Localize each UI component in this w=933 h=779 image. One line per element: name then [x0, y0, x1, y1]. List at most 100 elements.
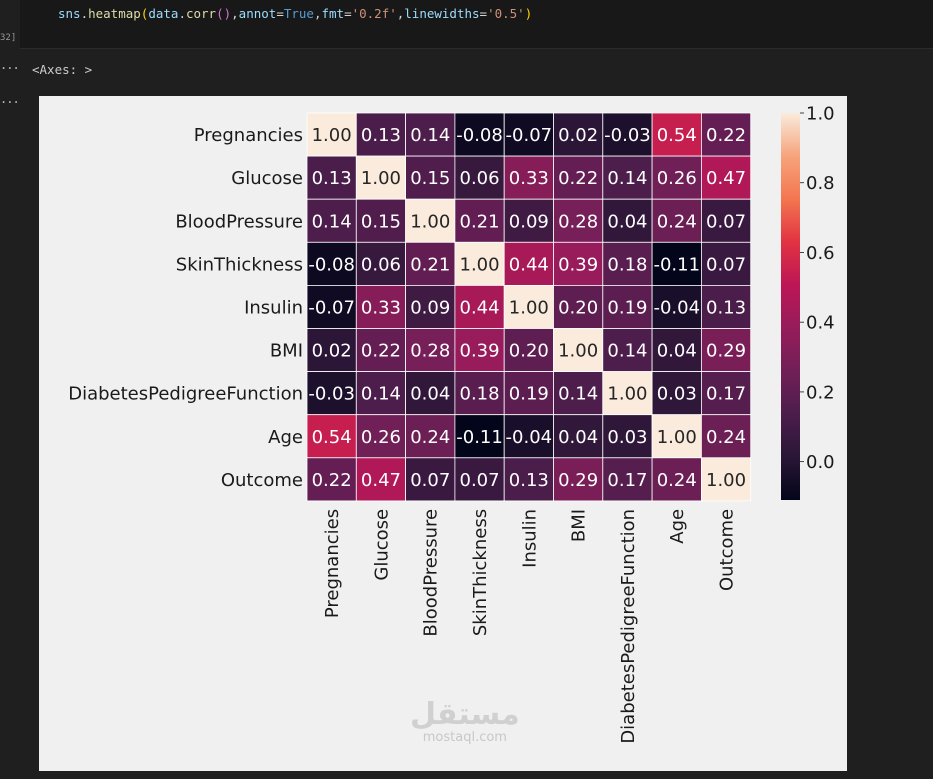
heatmap-cell — [701, 198, 752, 243]
code-token: fmt — [321, 6, 345, 21]
cell-annotation: 0.21 — [460, 211, 500, 232]
cell-annotation: 1.00 — [361, 168, 401, 189]
cell-annotation: 0.24 — [657, 211, 697, 232]
heatmap-cell — [306, 241, 357, 286]
cell-annotation: 0.26 — [361, 427, 401, 448]
heatmap-cell — [701, 414, 752, 459]
heatmap-cell — [651, 198, 702, 243]
code-token: . — [80, 6, 89, 21]
heatmap-cell — [405, 241, 456, 286]
cell-menu-icon[interactable]: ... — [0, 58, 20, 72]
x-tick-label: BMI — [569, 509, 590, 542]
cell-annotation: 0.03 — [657, 384, 697, 405]
heatmap-cell — [553, 328, 604, 372]
cell-annotation: 0.24 — [657, 470, 697, 491]
heatmap-cell — [602, 198, 653, 243]
heatmap-cell — [701, 371, 752, 416]
code-token: data — [148, 6, 179, 21]
colorbar-tick-label: 0.2 — [806, 382, 835, 403]
cell-annotation: 1.00 — [312, 125, 352, 146]
heatmap-cell — [602, 328, 653, 372]
cell-annotation: 0.19 — [509, 384, 549, 405]
x-tick-label: Age — [667, 509, 688, 544]
heatmap-cell — [454, 155, 505, 200]
heatmap-cell — [503, 457, 554, 502]
colorbar-tick-label: 0.8 — [806, 173, 835, 194]
cell-annotation: 1.00 — [558, 341, 598, 362]
cell-annotation: 1.00 — [607, 384, 647, 405]
code-token: '0.2f' — [351, 6, 397, 21]
code-token: () — [216, 6, 232, 21]
cell-annotation: 0.07 — [410, 470, 450, 491]
cell-annotation: 0.07 — [706, 254, 746, 275]
heatmap-cell — [454, 241, 505, 286]
cell-annotation: 0.24 — [706, 427, 746, 448]
cell-annotation: 0.09 — [410, 297, 450, 318]
cell-annotation: 0.26 — [657, 168, 697, 189]
heatmap-cell — [355, 284, 406, 329]
cell-annotation: 1.00 — [460, 254, 500, 275]
watermark-logo: مستقل — [410, 697, 520, 732]
code-token: = — [276, 6, 284, 21]
heatmap-cell — [553, 198, 604, 243]
code-token: True — [283, 6, 314, 21]
cell-annotation: 0.13 — [509, 470, 549, 491]
cell-annotation: 0.18 — [460, 384, 500, 405]
watermark: مستقل mostaql.com — [410, 697, 520, 746]
cell-annotation: 0.07 — [460, 470, 500, 491]
cell-annotation: -0.08 — [456, 125, 503, 146]
cell-annotation: 0.13 — [361, 125, 401, 146]
code-cell[interactable]: sns.heatmap(data.corr(),annot=True,fmt='… — [20, 0, 933, 49]
output-menu-icon[interactable]: ... — [0, 92, 20, 106]
heatmap-cell — [651, 414, 702, 459]
heatmap-cell — [355, 457, 406, 502]
cell-annotation: 1.00 — [657, 427, 697, 448]
cell-annotation: 0.29 — [706, 341, 746, 362]
cell-annotation: 0.14 — [312, 211, 352, 232]
heatmap-cell — [651, 328, 702, 372]
cell-annotation: 0.17 — [706, 384, 746, 405]
cell-annotation: -0.04 — [653, 297, 700, 318]
cell-annotation: -0.04 — [506, 427, 553, 448]
cell-annotation: 0.54 — [657, 125, 697, 146]
heatmap-cell — [651, 371, 702, 416]
cell-annotation: 0.29 — [558, 470, 598, 491]
cell-annotation: 1.00 — [706, 470, 746, 491]
cell-annotation: 0.14 — [607, 341, 647, 362]
cell-annotation: 0.17 — [607, 470, 647, 491]
heatmap-cell — [701, 241, 752, 286]
y-tick-label: Pregnancies — [194, 125, 303, 146]
heatmap-cell — [306, 284, 357, 329]
cell-annotation: 0.47 — [361, 470, 401, 491]
colorbar-tick-label: 0.0 — [806, 452, 835, 473]
cell-annotation: 0.04 — [410, 384, 450, 405]
cell-annotation: 0.14 — [361, 384, 401, 405]
cell-annotation: 0.28 — [410, 341, 450, 362]
cell-annotation: 0.39 — [558, 254, 598, 275]
heatmap-cell — [503, 155, 554, 200]
heatmap-cell — [355, 371, 406, 416]
code-token: corr — [185, 6, 217, 21]
y-tick-label: Outcome — [221, 470, 303, 491]
cell-annotation: -0.07 — [506, 125, 553, 146]
code-token: = — [344, 6, 352, 21]
cell-annotation: 0.14 — [607, 168, 647, 189]
heatmap-cell — [701, 328, 752, 372]
colorbar-tick-label: 1.0 — [806, 104, 835, 125]
execution-count: 32] — [0, 33, 17, 43]
cell-annotation: 0.04 — [607, 211, 647, 232]
code-token: ) — [524, 6, 533, 21]
heatmap-cell — [306, 371, 357, 416]
cell-annotation: 0.33 — [361, 297, 401, 318]
x-tick-label: Outcome — [717, 509, 738, 591]
cell-annotation: 0.22 — [361, 341, 401, 362]
cell-annotation: 0.07 — [706, 211, 746, 232]
x-tick-label: DiabetesPedigreeFunction — [618, 509, 639, 744]
heatmap-cell — [355, 241, 406, 286]
cell-annotation: 0.14 — [558, 384, 598, 405]
heatmap-cell — [701, 155, 752, 200]
heatmap-cell — [651, 457, 702, 502]
y-tick-label: BloodPressure — [175, 211, 303, 232]
code-line[interactable]: sns.heatmap(data.corr(),annot=True,fmt='… — [58, 6, 532, 21]
heatmap-cell — [553, 155, 604, 200]
